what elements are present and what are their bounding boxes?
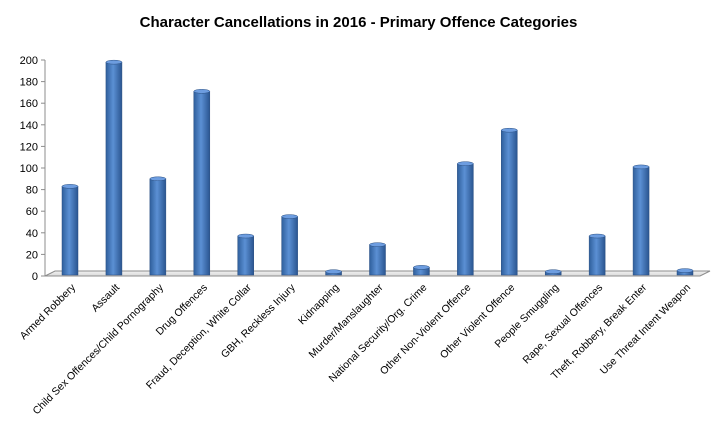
- y-tick-label: 160: [20, 98, 38, 110]
- bar-front: [501, 129, 518, 276]
- bar-top: [105, 59, 123, 65]
- bar-top: [149, 176, 167, 182]
- x-tick-label: Rape, Sexual Offences: [521, 282, 606, 367]
- bar: [325, 269, 342, 276]
- bar: [105, 59, 123, 276]
- bar-front: [588, 235, 606, 276]
- bar: [544, 269, 562, 276]
- bar: [457, 161, 474, 276]
- bar-front: [149, 178, 167, 276]
- bar-front: [632, 166, 650, 276]
- bar-top: [61, 184, 79, 189]
- y-tick-label: 120: [20, 141, 38, 153]
- y-tick-label: 180: [20, 77, 38, 89]
- bar-top: [193, 89, 211, 94]
- bar: [369, 242, 386, 276]
- bar-top: [281, 214, 298, 219]
- x-tick-label: Assault: [89, 282, 122, 315]
- bar: [61, 184, 79, 276]
- x-tick-label: Other Violent Offence: [438, 282, 518, 362]
- bars: [61, 59, 694, 276]
- bar-top: [237, 233, 254, 239]
- bar-top: [457, 161, 474, 166]
- x-tick-label: Use Threat Intent Weapon: [598, 282, 693, 377]
- bar: [149, 176, 167, 276]
- bar-front: [193, 91, 211, 276]
- bar-front: [457, 163, 474, 276]
- x-tick-label: Other Non-Violent Offence: [378, 282, 474, 378]
- bar-top: [632, 164, 650, 170]
- bar-top: [544, 269, 562, 274]
- bar: [237, 233, 254, 276]
- y-tick-label: 40: [26, 228, 38, 240]
- bar-front: [281, 216, 298, 276]
- bar-top: [501, 127, 518, 133]
- bar-front: [237, 235, 254, 276]
- y-tick-label: 100: [20, 163, 38, 175]
- bar: [413, 265, 430, 276]
- bar: [281, 214, 298, 276]
- bar-top: [413, 265, 430, 270]
- bar-top: [325, 269, 342, 274]
- y-tick-label: 200: [20, 55, 38, 67]
- bar: [676, 268, 694, 276]
- x-tick-label: Murder/Manslaughter: [307, 281, 386, 360]
- bar-front: [61, 186, 79, 276]
- y-tick-label: 60: [26, 206, 38, 218]
- bar: [632, 164, 650, 276]
- x-tick-label: GBH, Reckless Injury: [219, 281, 299, 361]
- bar-front: [369, 244, 386, 276]
- bar: [501, 127, 518, 276]
- bar-top: [588, 233, 606, 239]
- bar-front: [105, 61, 123, 276]
- chart-title: Character Cancellations in 2016 - Primar…: [139, 14, 578, 31]
- y-tick-label: 140: [20, 120, 38, 132]
- y-tick-label: 0: [32, 271, 38, 283]
- x-tick-label: Kidnapping: [296, 282, 342, 328]
- y-tick-label: 80: [26, 185, 38, 197]
- bar: [193, 89, 211, 276]
- bar-top: [676, 268, 694, 273]
- bar-top: [369, 242, 386, 247]
- bar: [588, 233, 606, 276]
- y-tick-label: 20: [26, 249, 38, 261]
- x-tick-label: Armed Robbery: [18, 281, 79, 342]
